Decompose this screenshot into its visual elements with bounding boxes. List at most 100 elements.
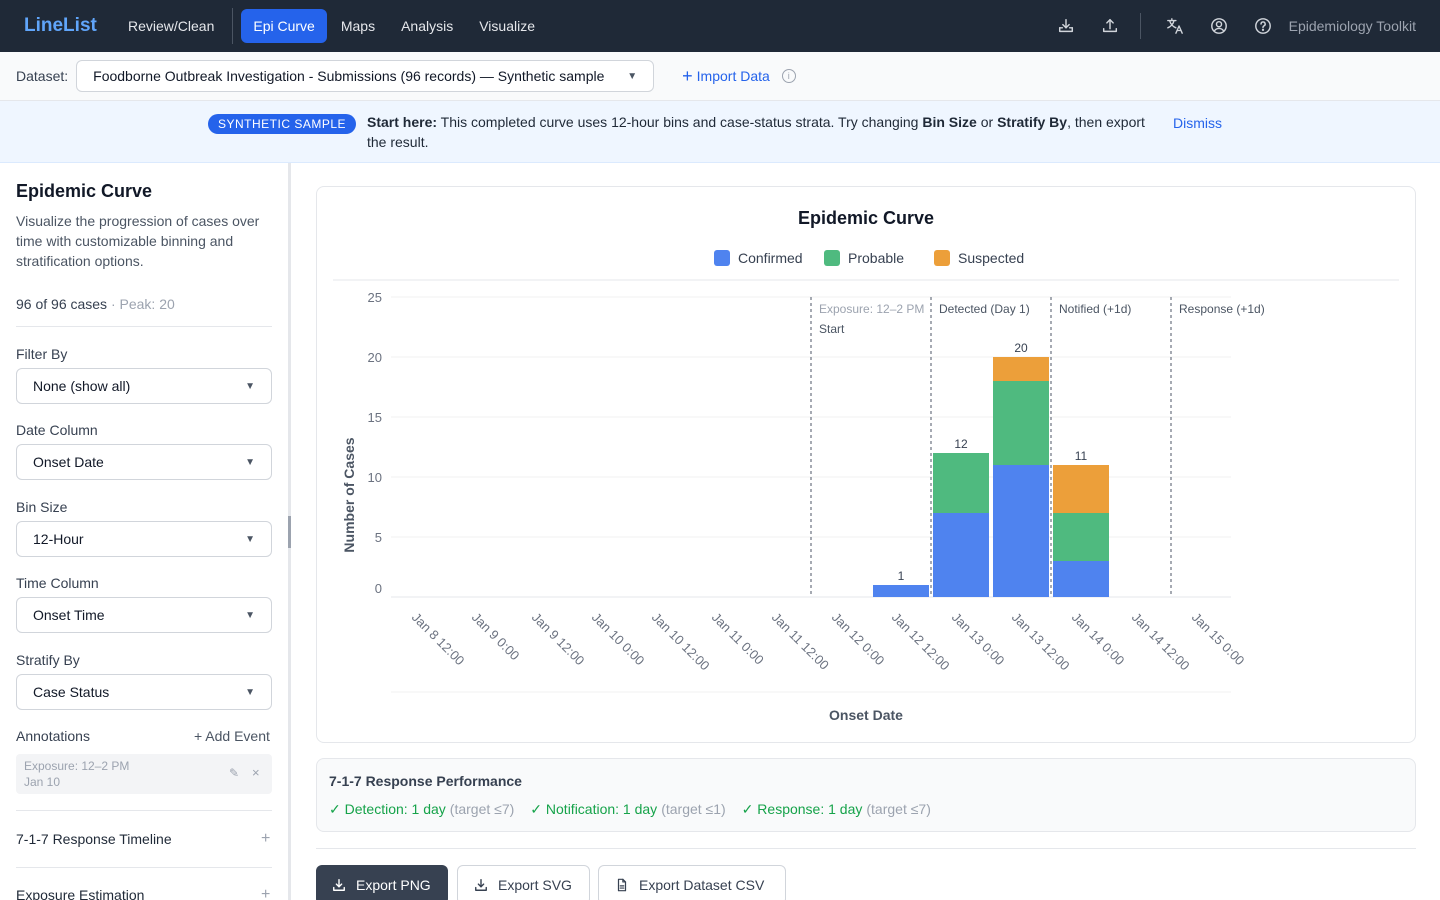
annotation-item[interactable]: Exposure: 12–2 PM Jan 10 ✎ × xyxy=(16,754,272,794)
tab-review-clean[interactable]: Review/Clean xyxy=(128,18,215,34)
chevron-down-icon: ▼ xyxy=(245,609,255,621)
tab-analysis[interactable]: Analysis xyxy=(401,18,454,34)
annotation-title: Exposure: 12–2 PM xyxy=(24,759,130,773)
y-tick-label: 5 xyxy=(375,530,382,545)
detection-metric: ✓ Detection: 1 day (target ≤7) xyxy=(329,801,514,818)
x-tick-label: Jan 10 12:00 xyxy=(649,610,713,674)
legend-label-probable: Probable xyxy=(848,250,904,266)
bar-confirmed xyxy=(993,465,1049,597)
date-column-select[interactable]: Onset Date ▼ xyxy=(16,444,272,480)
banner-lead: Start here: xyxy=(367,114,438,130)
resize-handle[interactable] xyxy=(288,516,291,548)
legend-swatch-confirmed xyxy=(714,250,730,266)
annotation-sublabel: Start xyxy=(819,322,845,336)
stratify-by-select[interactable]: Case Status ▼ xyxy=(16,674,272,710)
brand-logo[interactable]: LineList xyxy=(24,15,97,36)
time-column-select[interactable]: Onset Time ▼ xyxy=(16,597,272,633)
bar-value-label: 12 xyxy=(954,437,968,451)
tab-visualize[interactable]: Visualize xyxy=(479,18,535,34)
x-tick-label: Jan 9 12:00 xyxy=(529,610,588,669)
banner-text-1: This completed curve uses 12-hour bins a… xyxy=(437,114,923,130)
banner-message: Start here: This completed curve uses 12… xyxy=(367,112,1147,152)
legend-swatch-suspected xyxy=(934,250,950,266)
bar-value-label: 1 xyxy=(898,569,905,583)
response-metric: ✓ Response: 1 day (target ≤7) xyxy=(742,801,931,818)
bin-size-select[interactable]: 12-Hour ▼ xyxy=(16,521,272,557)
translate-icon[interactable] xyxy=(1165,16,1185,36)
x-tick-label: Jan 9 0:00 xyxy=(469,610,523,664)
y-tick-label: 20 xyxy=(368,350,382,365)
export-csv-button[interactable]: Export Dataset CSV xyxy=(598,865,786,900)
edit-icon[interactable]: ✎ xyxy=(229,766,240,780)
help-icon[interactable] xyxy=(1253,16,1273,36)
response-target: (target ≤7) xyxy=(866,801,931,817)
top-actions: Epidemiology Toolkit xyxy=(1032,0,1416,52)
legend-swatch-probable xyxy=(824,250,840,266)
banner-bin-size: Bin Size xyxy=(922,114,977,130)
tab-epi-curve-active[interactable]: Epi Curve xyxy=(241,9,327,43)
dataset-bar: Dataset: Foodborne Outbreak Investigatio… xyxy=(0,52,1440,101)
response-timeline-accordion[interactable]: 7-1-7 Response Timeline xyxy=(16,831,172,847)
onboarding-banner: SYNTHETIC SAMPLE Start here: This comple… xyxy=(0,101,1440,163)
response-text: ✓ Response: 1 day xyxy=(741,801,863,817)
bar-probable xyxy=(933,453,989,513)
sidebar-description: Visualize the progression of cases over … xyxy=(16,213,260,269)
import-data-button[interactable]: + Import Data xyxy=(682,67,770,85)
x-tick-label: Jan 14 0:00 xyxy=(1069,610,1128,669)
performance-title: 7-1-7 Response Performance xyxy=(329,773,522,789)
info-icon[interactable]: i xyxy=(781,69,796,83)
annotations-label: Annotations xyxy=(16,728,90,744)
bin-size-value: 12-Hour xyxy=(33,531,84,547)
download-icon xyxy=(333,879,345,891)
dataset-select-value: Foodborne Outbreak Investigation - Submi… xyxy=(93,68,605,84)
x-tick-label: Jan 11 0:00 xyxy=(709,610,767,668)
dataset-select[interactable]: Foodborne Outbreak Investigation - Submi… xyxy=(76,60,655,92)
annotation-label: Notified (+1d) xyxy=(1059,302,1131,316)
bar-value-label: 11 xyxy=(1075,449,1088,463)
notification-text: ✓ Notification: 1 day xyxy=(530,801,658,817)
divider xyxy=(16,867,272,868)
nav-divider xyxy=(232,8,234,44)
annotation-date: Jan 10 xyxy=(24,775,61,789)
divider xyxy=(16,810,272,811)
sidebar-title: Epidemic Curve xyxy=(16,181,153,201)
chevron-down-icon: ▼ xyxy=(245,456,255,468)
stratify-by-value: Case Status xyxy=(33,684,110,700)
x-tick-label: Jan 12 12:00 xyxy=(889,610,953,674)
y-tick-label: 10 xyxy=(368,470,382,485)
add-event-button[interactable]: + Add Event xyxy=(194,728,270,744)
exposure-estimation-accordion[interactable]: Exposure Estimation xyxy=(16,887,145,900)
x-tick-label: Jan 8 12:00 xyxy=(409,610,468,669)
filter-by-select[interactable]: None (show all) ▼ xyxy=(16,368,272,404)
sidebar: Epidemic Curve Visualize the progression… xyxy=(0,163,288,900)
bar-probable xyxy=(1053,513,1109,561)
toolbar-divider xyxy=(1139,13,1141,39)
export-svg-label: Export SVG xyxy=(498,877,572,893)
chevron-down-icon: ▼ xyxy=(627,70,638,82)
filter-by-label: Filter By xyxy=(16,346,68,362)
close-icon[interactable]: × xyxy=(252,765,260,780)
case-count: 96 of 96 cases · Peak: 20 xyxy=(16,296,175,312)
file-icon xyxy=(617,878,627,892)
bar-probable xyxy=(993,381,1049,465)
plus-icon[interactable]: + xyxy=(261,830,271,847)
detection-text: ✓ Detection: 1 day xyxy=(329,801,446,817)
time-column-value: Onset Time xyxy=(33,607,105,623)
import-data-label: Import Data xyxy=(696,68,770,84)
download-icon xyxy=(475,879,487,891)
synthetic-sample-badge: SYNTHETIC SAMPLE xyxy=(208,114,357,134)
divider xyxy=(316,848,1416,849)
plus-icon[interactable]: + xyxy=(261,886,271,900)
download-icon[interactable] xyxy=(1056,16,1076,36)
upload-icon[interactable] xyxy=(1100,16,1120,36)
export-svg-button[interactable]: Export SVG xyxy=(457,865,590,900)
export-png-label: Export PNG xyxy=(356,877,431,893)
export-png-button[interactable]: Export PNG xyxy=(316,865,448,900)
bar-suspected xyxy=(1053,465,1109,513)
annotation-label: Exposure: 12–2 PM xyxy=(819,302,924,316)
date-column-label: Date Column xyxy=(16,422,98,438)
account-icon[interactable] xyxy=(1209,16,1229,36)
tab-maps[interactable]: Maps xyxy=(340,18,376,34)
dataset-label: Dataset: xyxy=(16,68,69,84)
dismiss-button[interactable]: Dismiss xyxy=(1173,115,1222,131)
